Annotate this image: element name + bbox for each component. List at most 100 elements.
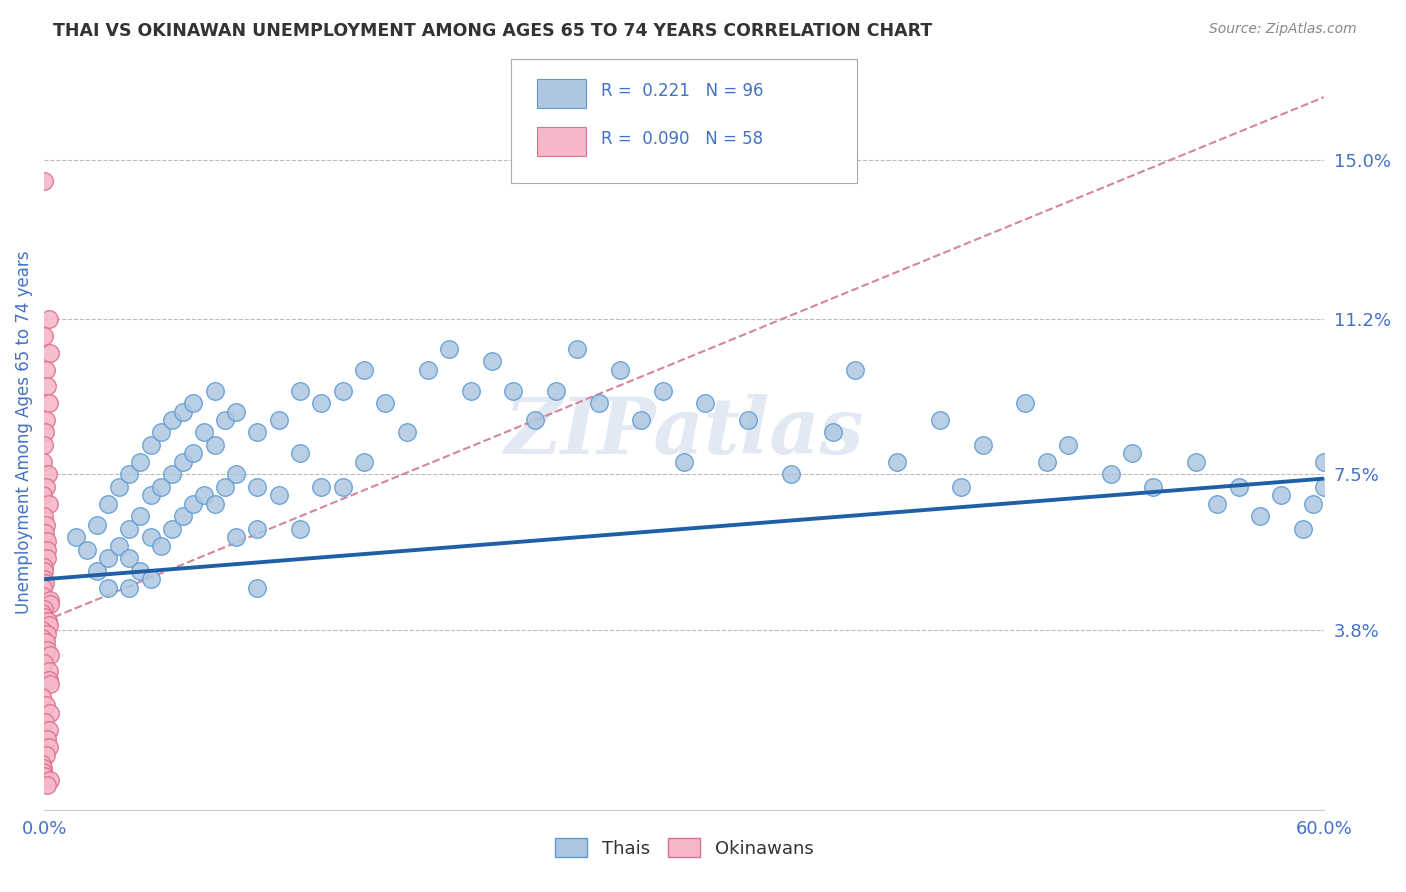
Point (38, 312, 60, 326)
Point (32, 610, 55, 624)
Point (481, 354, 503, 368)
Point (1057, 438, 1080, 452)
Text: R =  0.221   N = 96: R = 0.221 N = 96 (600, 82, 763, 100)
Point (374, 396, 396, 410)
Point (32, 765, 55, 780)
Point (97, 497, 120, 511)
Point (35, 626, 58, 640)
Point (35, 551, 58, 566)
Point (183, 396, 205, 410)
Point (118, 522, 141, 536)
Point (288, 384, 311, 398)
Point (139, 572, 162, 586)
Text: THAI VS OKINAWAN UNEMPLOYMENT AMONG AGES 65 TO 74 YEARS CORRELATION CHART: THAI VS OKINAWAN UNEMPLOYMENT AMONG AGES… (53, 22, 932, 40)
Point (34, 564, 56, 578)
Point (160, 522, 183, 536)
Point (950, 480, 973, 494)
Point (332, 384, 354, 398)
Point (39, 593, 62, 607)
FancyBboxPatch shape (512, 59, 856, 184)
Point (193, 488, 215, 502)
Point (609, 362, 631, 376)
Point (38, 497, 60, 511)
Point (1313, 455, 1336, 469)
Point (31, 455, 53, 469)
Point (38, 677, 60, 691)
Point (225, 530, 247, 544)
Point (39, 598, 62, 612)
Point (107, 539, 129, 553)
Point (35, 635, 58, 649)
Point (172, 404, 194, 418)
Point (630, 413, 652, 427)
Point (673, 455, 696, 469)
Point (439, 342, 461, 356)
Point (523, 413, 546, 427)
Point (32, 656, 55, 670)
Point (31, 756, 53, 771)
Point (160, 467, 183, 482)
Point (38, 673, 60, 687)
Point (460, 384, 482, 398)
Point (886, 455, 908, 469)
Point (779, 467, 801, 482)
Point (225, 404, 247, 418)
Point (37, 534, 59, 549)
Point (183, 446, 205, 460)
Point (1121, 446, 1143, 460)
Point (929, 413, 952, 427)
Point (353, 362, 375, 376)
Point (844, 362, 866, 376)
Text: Source: ZipAtlas.com: Source: ZipAtlas.com (1209, 22, 1357, 37)
Point (37, 614, 59, 628)
Point (416, 362, 439, 376)
Point (395, 425, 418, 440)
Point (972, 438, 994, 452)
Point (1249, 509, 1271, 524)
Point (35, 698, 58, 712)
Point (38, 665, 60, 679)
Point (1014, 396, 1036, 410)
Point (737, 413, 759, 427)
Point (129, 564, 152, 578)
Text: R =  0.090   N = 58: R = 0.090 N = 58 (600, 129, 763, 148)
Text: ZIPatlas: ZIPatlas (505, 394, 863, 471)
Point (107, 480, 129, 494)
Point (502, 384, 524, 398)
Point (139, 488, 162, 502)
Point (34, 576, 56, 591)
Point (31, 761, 53, 775)
Point (86, 564, 108, 578)
Point (204, 384, 226, 398)
Point (214, 480, 236, 494)
Point (546, 384, 568, 398)
Point (34, 425, 56, 440)
Point (332, 480, 354, 494)
Point (76, 542, 98, 557)
Point (32, 572, 55, 586)
Point (35, 542, 58, 557)
Point (225, 467, 247, 482)
Y-axis label: Unemployment Among Ages 65 to 74 years: Unemployment Among Ages 65 to 74 years (15, 251, 32, 615)
Point (31, 690, 53, 704)
Point (1313, 480, 1336, 494)
Point (172, 509, 194, 524)
Point (31, 606, 53, 620)
Point (1036, 455, 1059, 469)
Point (37, 643, 59, 657)
Point (34, 517, 56, 532)
Point (1302, 497, 1324, 511)
Point (695, 396, 717, 410)
Point (37, 379, 59, 393)
Point (31, 623, 53, 637)
Point (37, 778, 59, 792)
Point (32, 581, 55, 595)
Point (97, 581, 120, 595)
Point (1206, 497, 1229, 511)
Point (39, 773, 62, 788)
Point (1270, 488, 1292, 502)
Point (32, 559, 55, 574)
Point (246, 480, 269, 494)
Point (204, 497, 226, 511)
Point (35, 362, 58, 376)
